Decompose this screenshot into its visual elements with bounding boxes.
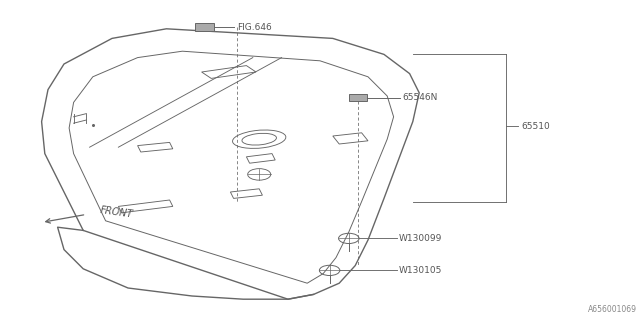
Bar bbox=[195, 23, 214, 31]
Text: FIG.646: FIG.646 bbox=[237, 23, 271, 32]
Text: W130105: W130105 bbox=[399, 266, 442, 275]
Bar bbox=[349, 94, 367, 101]
Text: FRONT: FRONT bbox=[99, 205, 134, 220]
Text: A656001069: A656001069 bbox=[588, 305, 637, 314]
Text: 65510: 65510 bbox=[522, 122, 550, 131]
Text: W130099: W130099 bbox=[399, 234, 442, 243]
Text: 65546N: 65546N bbox=[402, 93, 437, 102]
